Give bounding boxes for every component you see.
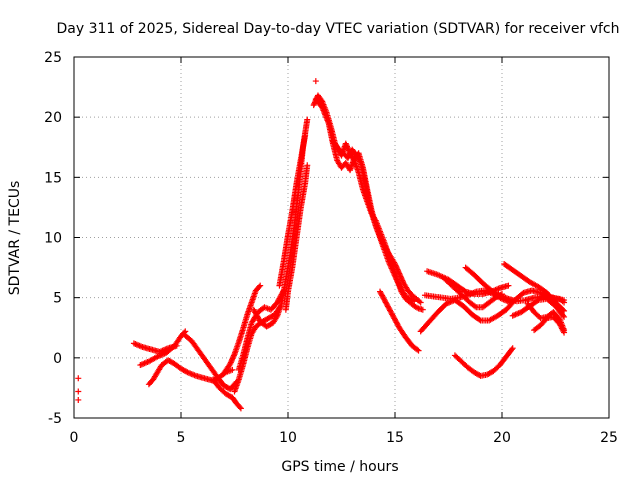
y-tick-label: 0: [53, 351, 62, 367]
data-point: [509, 345, 516, 352]
outlier-point: [75, 388, 82, 395]
x-tick-label: 20: [493, 430, 511, 446]
y-tick-label: 5: [53, 291, 62, 307]
data-point: [227, 360, 234, 367]
data-point: [256, 283, 263, 290]
data-point: [230, 353, 237, 360]
data-point: [476, 316, 483, 323]
data-point: [399, 277, 406, 284]
outlier-point: [75, 375, 82, 382]
axis-ticks: 0 5 10 15 20 25 -5 0 5 10 15 20 25: [44, 50, 618, 446]
data-points: [75, 78, 568, 412]
data-point: [304, 162, 311, 169]
x-tick-label: 15: [386, 430, 404, 446]
data-point: [561, 329, 568, 336]
data-point: [236, 404, 243, 411]
data-point: [342, 140, 349, 147]
grid-lines: [74, 57, 609, 418]
data-point: [344, 144, 351, 151]
data-point: [414, 346, 421, 353]
outlier-point: [75, 396, 82, 403]
data-point: [561, 313, 568, 320]
data-point: [230, 352, 237, 359]
data-point: [561, 299, 568, 306]
data-point: [228, 358, 235, 365]
data-point: [419, 306, 426, 313]
x-tick-label: 25: [600, 430, 618, 446]
data-point: [183, 368, 190, 375]
data-point: [344, 143, 351, 150]
y-tick-label: 15: [44, 170, 62, 186]
data-point: [343, 142, 350, 149]
x-axis-label: GPS time / hours: [281, 459, 398, 475]
data-point: [345, 146, 352, 153]
y-tick-label: 10: [44, 231, 62, 247]
y-axis-label: SDTVAR / TECUs: [7, 181, 23, 296]
data-point: [508, 346, 515, 353]
y-tick-label: 20: [44, 110, 62, 126]
data-point: [229, 355, 236, 362]
data-point: [560, 312, 567, 319]
data-point: [536, 313, 543, 320]
y-tick-label: 25: [44, 50, 62, 66]
data-point: [505, 282, 512, 289]
data-point: [302, 132, 309, 139]
data-point: [534, 297, 541, 304]
data-point: [237, 405, 244, 412]
x-tick-label: 10: [279, 430, 297, 446]
x-tick-label: 0: [70, 430, 79, 446]
data-point: [461, 287, 468, 294]
data-point: [257, 282, 264, 289]
data-point: [229, 366, 236, 373]
y-tick-label: -5: [48, 411, 62, 427]
data-point: [345, 147, 352, 154]
data-point: [304, 116, 311, 123]
data-point: [415, 347, 422, 354]
data-point: [311, 100, 318, 107]
x-tick-label: 5: [177, 430, 186, 446]
data-point: [417, 299, 424, 306]
chart-title: Day 311 of 2025, Sidereal Day-to-day VTE…: [56, 21, 619, 37]
data-point: [229, 356, 236, 363]
outlier-point: [312, 78, 319, 85]
data-point: [227, 359, 234, 366]
data-point: [310, 102, 317, 109]
data-point: [472, 303, 479, 310]
